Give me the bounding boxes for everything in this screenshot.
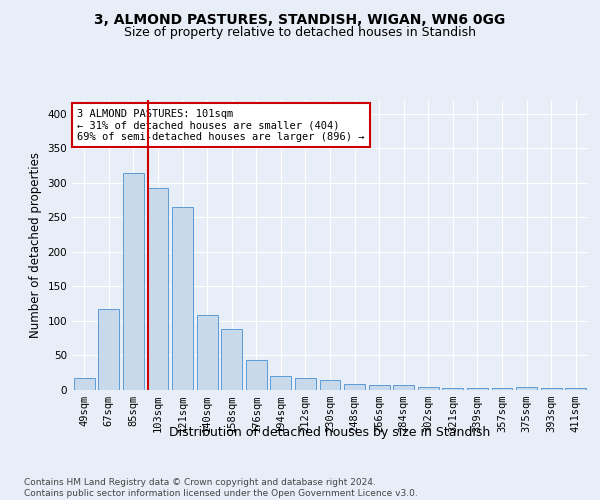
Text: 3, ALMOND PASTURES, STANDISH, WIGAN, WN6 0GG: 3, ALMOND PASTURES, STANDISH, WIGAN, WN6…: [94, 12, 506, 26]
Bar: [442, 388, 463, 390]
Text: Contains HM Land Registry data © Crown copyright and database right 2024.
Contai: Contains HM Land Registry data © Crown c…: [24, 478, 418, 498]
Text: 3 ALMOND PASTURES: 101sqm
← 31% of detached houses are smaller (404)
69% of semi: 3 ALMOND PASTURES: 101sqm ← 31% of detac…: [77, 108, 365, 142]
Bar: [74, 378, 95, 390]
Bar: [295, 378, 316, 390]
Bar: [123, 172, 144, 390]
Bar: [418, 386, 439, 390]
Bar: [368, 385, 389, 390]
Bar: [172, 207, 193, 390]
Bar: [491, 388, 512, 390]
Bar: [271, 376, 292, 390]
Bar: [221, 329, 242, 390]
Bar: [541, 388, 562, 390]
Bar: [565, 388, 586, 390]
Bar: [344, 384, 365, 390]
Bar: [516, 386, 537, 390]
Text: Size of property relative to detached houses in Standish: Size of property relative to detached ho…: [124, 26, 476, 39]
Bar: [197, 316, 218, 390]
Bar: [148, 188, 169, 390]
Bar: [98, 308, 119, 390]
Y-axis label: Number of detached properties: Number of detached properties: [29, 152, 42, 338]
Bar: [246, 360, 267, 390]
Text: Distribution of detached houses by size in Standish: Distribution of detached houses by size …: [169, 426, 491, 439]
Bar: [467, 388, 488, 390]
Bar: [393, 385, 414, 390]
Bar: [320, 380, 340, 390]
